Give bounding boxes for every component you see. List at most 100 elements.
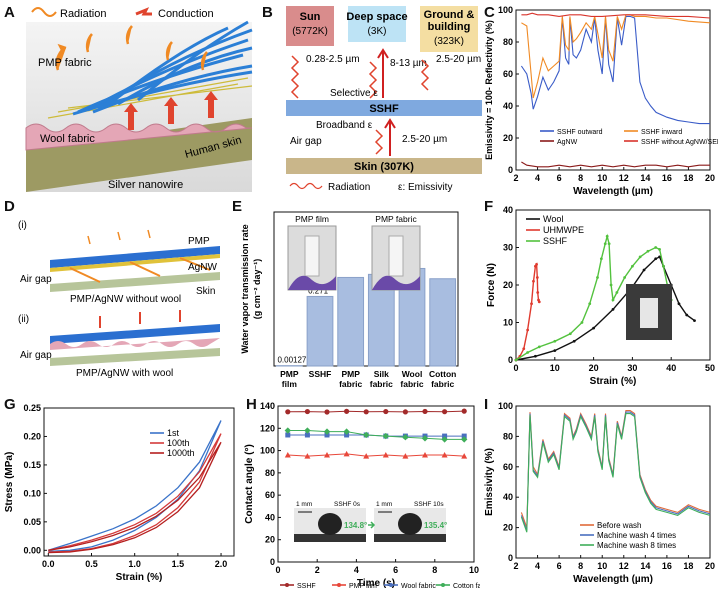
- plot-frame: [515, 9, 711, 171]
- legend-label: Wool fabric: [401, 583, 436, 590]
- x-tick-label: 2: [513, 173, 518, 183]
- category-label: fabric: [400, 379, 423, 389]
- conduction-arrows: [124, 91, 218, 130]
- legend-label: Before wash: [597, 521, 641, 530]
- sun-temp: (5772K): [292, 26, 328, 37]
- legend-label: Wool: [543, 214, 563, 224]
- selective-emissivity: Selective ε: [330, 88, 378, 99]
- data-point: [646, 249, 650, 253]
- skin-arrow: [384, 118, 396, 156]
- data-point: [536, 291, 540, 294]
- sun-box: [286, 6, 334, 46]
- data-point: [284, 427, 291, 434]
- panel-d-illustration: (i) PMP AgNW Air gap Skin PMP/AgNW witho…: [18, 220, 220, 378]
- bar: [306, 295, 334, 367]
- data-point: [526, 328, 530, 332]
- y-tick-label: 40: [503, 101, 513, 111]
- x-tick-label: 2: [513, 561, 518, 571]
- x-axis-label: Strain (%): [590, 376, 637, 387]
- y-tick-label: 80: [265, 468, 275, 478]
- data-point: [592, 326, 595, 330]
- d-i-structure: [50, 229, 220, 292]
- data-point: [658, 247, 661, 251]
- x-tick-label: 1.0: [128, 559, 141, 569]
- data-point: [631, 264, 634, 268]
- pmp-fiber-bundle: [72, 20, 253, 116]
- pmp-fabric-label: PMP fabric: [38, 57, 92, 69]
- x-tick-label: 14: [640, 173, 650, 183]
- legend-label: SSHF inward: [641, 129, 682, 136]
- series-line-pmp-film: [287, 453, 465, 457]
- x-tick-label: 40: [666, 363, 676, 373]
- legend-label: AgNW: [557, 139, 578, 146]
- y-tick-label: 30: [503, 243, 513, 253]
- y-tick-label: 0.25: [23, 403, 41, 413]
- skin-radiation-wave: [374, 129, 384, 155]
- panel-b-diagram: Sun (5772K) Deep space (3K) Ground & bui…: [286, 6, 482, 193]
- x-tick-label: 16: [662, 173, 672, 183]
- ground-box: [420, 6, 478, 52]
- series-line-uhmwpe: [515, 262, 540, 361]
- y-tick-label: 0: [508, 355, 513, 365]
- droplet-image: [374, 508, 446, 542]
- y-axis-label: Force (N): [486, 263, 497, 307]
- data-point: [514, 358, 518, 362]
- data-point: [522, 347, 526, 351]
- data-point: [532, 279, 535, 283]
- x-tick-label: 12: [619, 173, 629, 183]
- y-tick-label: 0.10: [23, 488, 41, 498]
- data-point: [553, 349, 557, 353]
- d-caption-1: PMP/AgNW without wool: [70, 294, 181, 305]
- d-airgap1-label: Air gap: [20, 274, 52, 285]
- y-tick-label: 0.20: [23, 431, 41, 441]
- data-point: [284, 452, 291, 458]
- series-line-1000th: [48, 441, 222, 554]
- data-point: [537, 300, 541, 304]
- photo-caption: PMP fabric: [375, 214, 417, 224]
- plot-frame: [515, 405, 711, 559]
- b-emissivity-legend: ε: Emissivity: [398, 182, 452, 193]
- sshf-layer: [286, 100, 482, 116]
- data-point: [530, 302, 533, 306]
- y-tick-label: 0: [270, 557, 275, 567]
- y-tick-label: 20: [503, 280, 513, 290]
- x-tick-label: 6: [557, 173, 562, 183]
- x-tick-label: 0.0: [42, 559, 55, 569]
- data-point: [685, 313, 689, 317]
- data-point: [654, 246, 658, 249]
- y-tick-label: 0.00: [23, 545, 41, 555]
- bar: [337, 276, 365, 367]
- plot-frame: [273, 211, 459, 367]
- legend-label: Cotton fabric: [453, 583, 480, 590]
- data-point: [534, 354, 537, 358]
- y-tick-label: 120: [260, 423, 275, 433]
- data-point: [662, 264, 665, 268]
- skin-layer: [286, 158, 482, 174]
- data-point: [535, 262, 538, 266]
- radiation-legend-icon: [31, 7, 57, 17]
- data-point: [596, 276, 599, 279]
- x-tick-label: 10: [597, 561, 607, 571]
- data-point: [553, 339, 557, 343]
- data-point: [607, 242, 611, 246]
- y-tick-label: 60: [265, 490, 275, 500]
- legend-label: PMP film: [349, 583, 377, 590]
- chart-c-emissivity: 2 4 6 8 10 12 14 16 18 20 0 20 40 60 80 100 Wavelength (…: [484, 5, 718, 197]
- y-tick-label: 0.05: [23, 517, 41, 527]
- x-tick-label: 2.0: [215, 559, 228, 569]
- legend-label: SSHF: [543, 236, 568, 246]
- data-point: [609, 283, 613, 287]
- y-axis-label: Stress (MPa): [4, 452, 15, 513]
- chart-f-force: 0 10 20 30 40 50 0 10 20 30 40 Strain (%) Force (N) W…: [486, 205, 715, 387]
- d-ii-structure: [50, 310, 220, 366]
- y-axis-label: Emissivity (%): [484, 448, 495, 516]
- legend-label: SSHF: [297, 583, 316, 590]
- space-arrow: [377, 48, 389, 98]
- category-label: film: [282, 379, 298, 389]
- data-point: [382, 432, 389, 440]
- legend-label: Machine wash 4 times: [597, 531, 676, 540]
- space-wavelength: 8-13 µm: [390, 58, 427, 69]
- data-point: [642, 268, 646, 272]
- bar-value-label: 0.00127: [277, 356, 306, 365]
- legend-marker: [285, 583, 289, 587]
